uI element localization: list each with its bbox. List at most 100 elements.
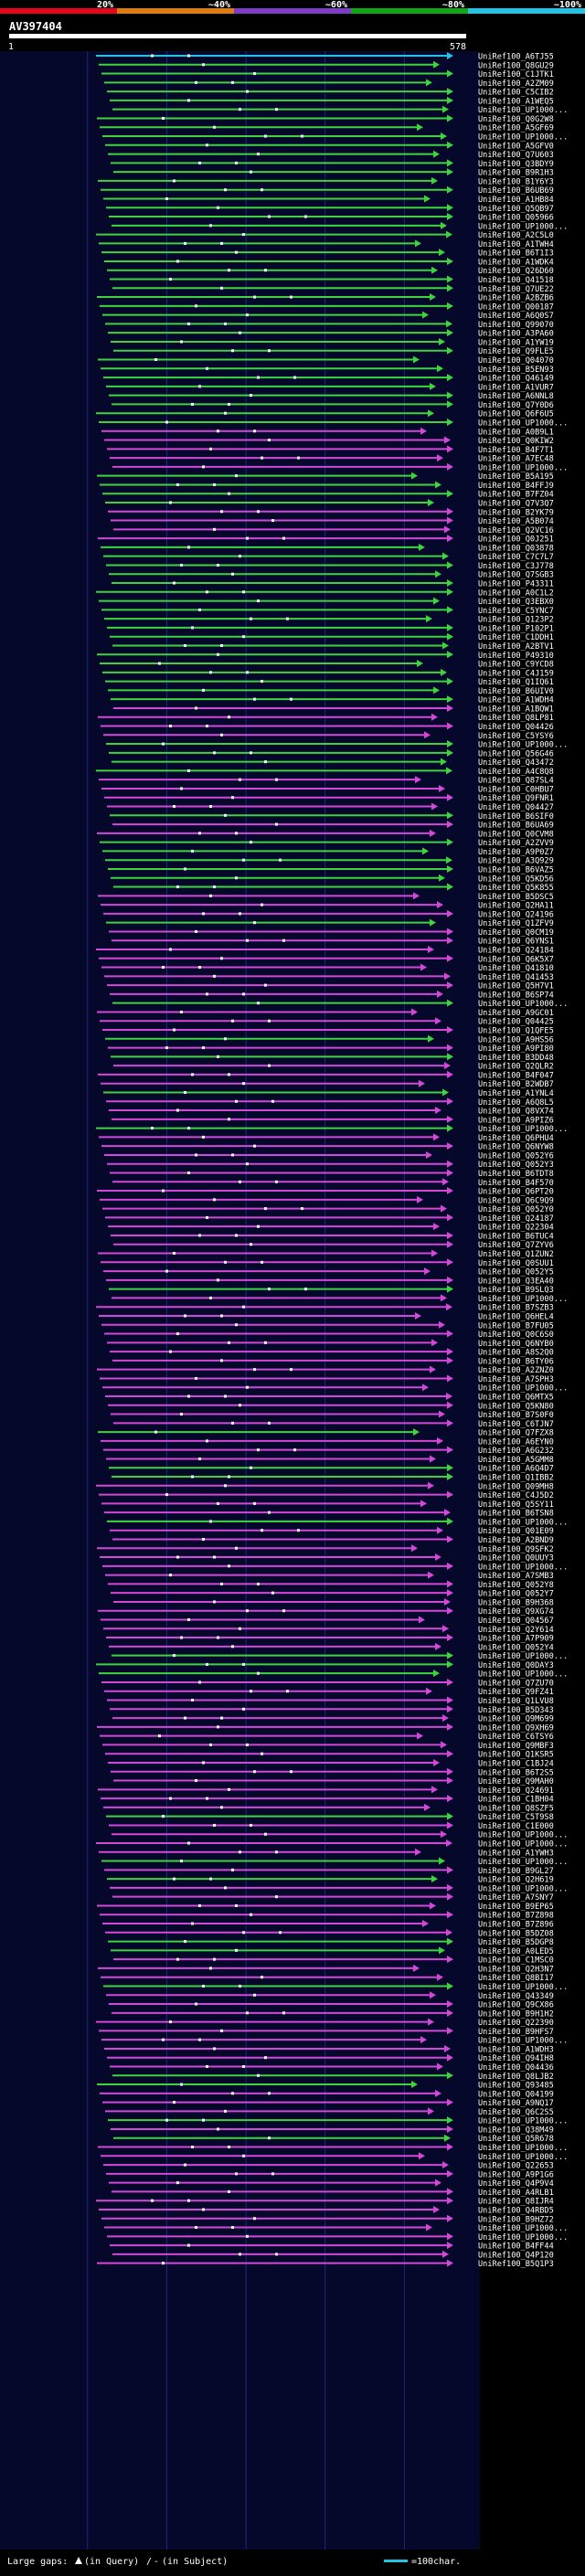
hit-row[interactable]: UniRef100_UP1000... — [107, 1517, 568, 1528]
hit-label[interactable]: UniRef100_B6TDT8 — [478, 1170, 554, 1179]
hit-label[interactable]: UniRef100_A0C1L2 — [478, 588, 554, 598]
hit-row[interactable]: UniRef100_Q7FZX8 — [98, 1428, 554, 1438]
hit-row[interactable]: UniRef100_UP1000... — [99, 418, 568, 429]
hit-label[interactable]: UniRef100_Q052Y3 — [478, 1161, 554, 1170]
hit-label[interactable]: UniRef100_UP1000... — [478, 133, 568, 143]
hit-row[interactable]: UniRef100_UP1000... — [112, 221, 568, 232]
hit-label[interactable]: UniRef100_C1E000 — [478, 1822, 554, 1831]
hit-label[interactable]: UniRef100_B9R1H3 — [478, 169, 554, 178]
hit-row[interactable]: UniRef100_B9R1H3 — [113, 168, 554, 178]
hit-label[interactable]: UniRef100_Q4P9V4 — [478, 2179, 554, 2189]
hit-label[interactable]: UniRef100_Q1KSR5 — [478, 1751, 554, 1760]
hit-row[interactable]: UniRef100_C1JTK1 — [101, 69, 554, 80]
hit-label[interactable]: UniRef100_A7EC48 — [478, 455, 554, 464]
hit-row[interactable]: UniRef100_A9PIZ6 — [112, 1115, 554, 1126]
hit-row[interactable]: UniRef100_C5T9S8 — [106, 1812, 554, 1823]
hit-row[interactable]: UniRef100_Q0CVM8 — [97, 829, 554, 840]
hit-label[interactable]: UniRef100_C1BH04 — [478, 1796, 554, 1805]
hit-label[interactable]: UniRef100_Q04427 — [478, 803, 554, 812]
hit-row[interactable]: UniRef100_A5GFV0 — [105, 141, 554, 152]
hit-label[interactable]: UniRef100_C4J5D2 — [478, 1491, 554, 1500]
hit-label[interactable]: UniRef100_B5Q1P3 — [478, 2260, 554, 2269]
hit-label[interactable]: UniRef100_Q2H3N7 — [478, 1965, 554, 1974]
hit-label[interactable]: UniRef100_B7SZB3 — [478, 1304, 554, 1313]
hit-label[interactable]: UniRef100_Q04567 — [478, 1617, 554, 1626]
hit-label[interactable]: UniRef100_Q56G46 — [478, 749, 554, 758]
hit-row[interactable]: UniRef100_Q0SUU1 — [101, 1258, 554, 1268]
hit-label[interactable]: UniRef100_A2C5L0 — [478, 231, 554, 240]
hit-label[interactable]: UniRef100_UP1000... — [478, 1563, 568, 1572]
hit-row[interactable]: UniRef100_UP1000... — [101, 2036, 568, 2046]
hit-label[interactable]: UniRef100_B5DGP8 — [478, 1938, 554, 1947]
hit-label[interactable]: UniRef100_Q2H619 — [478, 1876, 554, 1885]
hit-label[interactable]: UniRef100_Q3EA40 — [478, 1277, 554, 1286]
hit-row[interactable]: UniRef100_Q6NYW8 — [101, 1142, 554, 1152]
hit-row[interactable]: UniRef100_B7S0F0 — [111, 1410, 554, 1421]
hit-row[interactable]: UniRef100_A6NNL8 — [109, 391, 554, 402]
hit-label[interactable]: UniRef100_Q8BI17 — [478, 1974, 554, 1983]
hit-row[interactable]: UniRef100_Q9CX86 — [109, 2000, 554, 2010]
hit-row[interactable]: UniRef100_B7FU05 — [101, 1320, 554, 1331]
hit-label[interactable]: UniRef100_B2WDB7 — [478, 1080, 554, 1089]
hit-row[interactable]: UniRef100_Q1LVU8 — [107, 1696, 554, 1707]
hit-label[interactable]: UniRef100_Q2VC16 — [478, 526, 554, 535]
hit-row[interactable]: UniRef100_A7SMB3 — [105, 1571, 554, 1582]
hit-label[interactable]: UniRef100_A7SPH3 — [478, 1375, 554, 1384]
hit-row[interactable]: UniRef100_A1HB84 — [103, 195, 554, 205]
hit-row[interactable]: UniRef100_Q5KN80 — [108, 1401, 554, 1412]
hit-label[interactable]: UniRef100_B6T2S5 — [478, 1768, 554, 1777]
hit-label[interactable]: UniRef100_Q04425 — [478, 1018, 554, 1027]
hit-label[interactable]: UniRef100_A6Q0S7 — [478, 312, 554, 321]
hit-label[interactable]: UniRef100_Q7Y0D6 — [478, 401, 554, 410]
hit-row[interactable]: UniRef100_Q3EA40 — [106, 1276, 554, 1287]
hit-label[interactable]: UniRef100_B2YK79 — [478, 508, 554, 517]
hit-label[interactable]: UniRef100_Q123P2 — [478, 616, 554, 625]
hit-row[interactable]: UniRef100_B2YK79 — [108, 507, 554, 518]
hit-label[interactable]: UniRef100_UP1000... — [478, 1831, 568, 1840]
hit-row[interactable]: UniRef100_A0C1L2 — [96, 588, 554, 599]
hit-label[interactable]: UniRef100_Q6PHU4 — [478, 1134, 554, 1143]
hit-row[interactable]: UniRef100_Q04070 — [98, 355, 554, 366]
hit-row[interactable]: UniRef100_C0HBU7 — [101, 784, 554, 795]
hit-row[interactable]: UniRef100_Q0DAY3 — [96, 1660, 554, 1670]
hit-label[interactable]: UniRef100_Q7UE22 — [478, 285, 554, 294]
hit-label[interactable]: UniRef100_A5B074 — [478, 517, 554, 526]
hit-row[interactable]: UniRef100_A9HS56 — [105, 1034, 554, 1045]
hit-label[interactable]: UniRef100_Q22390 — [478, 2019, 554, 2028]
hit-label[interactable]: UniRef100_A1WDK4 — [478, 258, 554, 267]
hit-label[interactable]: UniRef100_Q3BDY9 — [478, 160, 554, 169]
hit-label[interactable]: UniRef100_B4F570 — [478, 1179, 554, 1188]
hit-label[interactable]: UniRef100_B5A195 — [478, 472, 554, 482]
hit-row[interactable]: UniRef100_Q8SZF5 — [103, 1803, 554, 1814]
hit-label[interactable]: UniRef100_Q24184 — [478, 947, 554, 956]
hit-label[interactable]: UniRef100_B5DZ08 — [478, 1929, 554, 1938]
hit-row[interactable]: UniRef100_Q7V3Q7 — [105, 499, 554, 509]
hit-label[interactable]: UniRef100_B9HZ72 — [478, 2215, 554, 2224]
hit-label[interactable]: UniRef100_B6VAZ5 — [478, 865, 554, 875]
hit-label[interactable]: UniRef100_Q052Y6 — [478, 1151, 554, 1161]
hit-row[interactable]: UniRef100_Q09MH8 — [96, 1481, 554, 1492]
hit-label[interactable]: UniRef100_UP1000... — [478, 1670, 568, 1680]
hit-row[interactable]: UniRef100_A6TJ55 — [96, 52, 554, 62]
hit-label[interactable]: UniRef100_C1DDH1 — [478, 633, 554, 642]
hit-row[interactable]: UniRef100_A3Q929 — [105, 856, 554, 866]
hit-row[interactable]: UniRef100_B7Z898 — [100, 1911, 554, 1921]
hit-label[interactable]: UniRef100_Q04070 — [478, 356, 554, 366]
hit-row[interactable]: UniRef100_Q1IBB2 — [112, 1473, 554, 1483]
hit-label[interactable]: UniRef100_A1YWH3 — [478, 1849, 554, 1858]
hit-row[interactable]: UniRef100_Q1ZFV9 — [106, 918, 554, 929]
hit-row[interactable]: UniRef100_A1WEQ5 — [110, 96, 554, 107]
hit-row[interactable]: UniRef100_Q7Y0D6 — [112, 400, 554, 410]
hit-label[interactable]: UniRef100_Q0SUU1 — [478, 1259, 554, 1268]
hit-row[interactable]: UniRef100_UP1000... — [102, 1562, 568, 1573]
hit-row[interactable]: UniRef100_Q052Y8 — [108, 1580, 554, 1590]
hit-row[interactable]: UniRef100_Q2VC16 — [113, 525, 554, 535]
hit-row[interactable]: UniRef100_Q6HEL4 — [99, 1311, 554, 1322]
hit-row[interactable]: UniRef100_Q7SGB3 — [109, 570, 554, 580]
hit-label[interactable]: UniRef100_A1YNL4 — [478, 1089, 554, 1098]
hit-label[interactable]: UniRef100_C6TSY6 — [478, 1733, 554, 1742]
hit-label[interactable]: UniRef100_B9HFS7 — [478, 2028, 554, 2037]
hit-row[interactable]: UniRef100_UP1000... — [112, 462, 568, 473]
hit-row[interactable]: UniRef100_Q9FNR1 — [104, 793, 554, 804]
hit-label[interactable]: UniRef100_Q0G2W8 — [478, 115, 554, 124]
